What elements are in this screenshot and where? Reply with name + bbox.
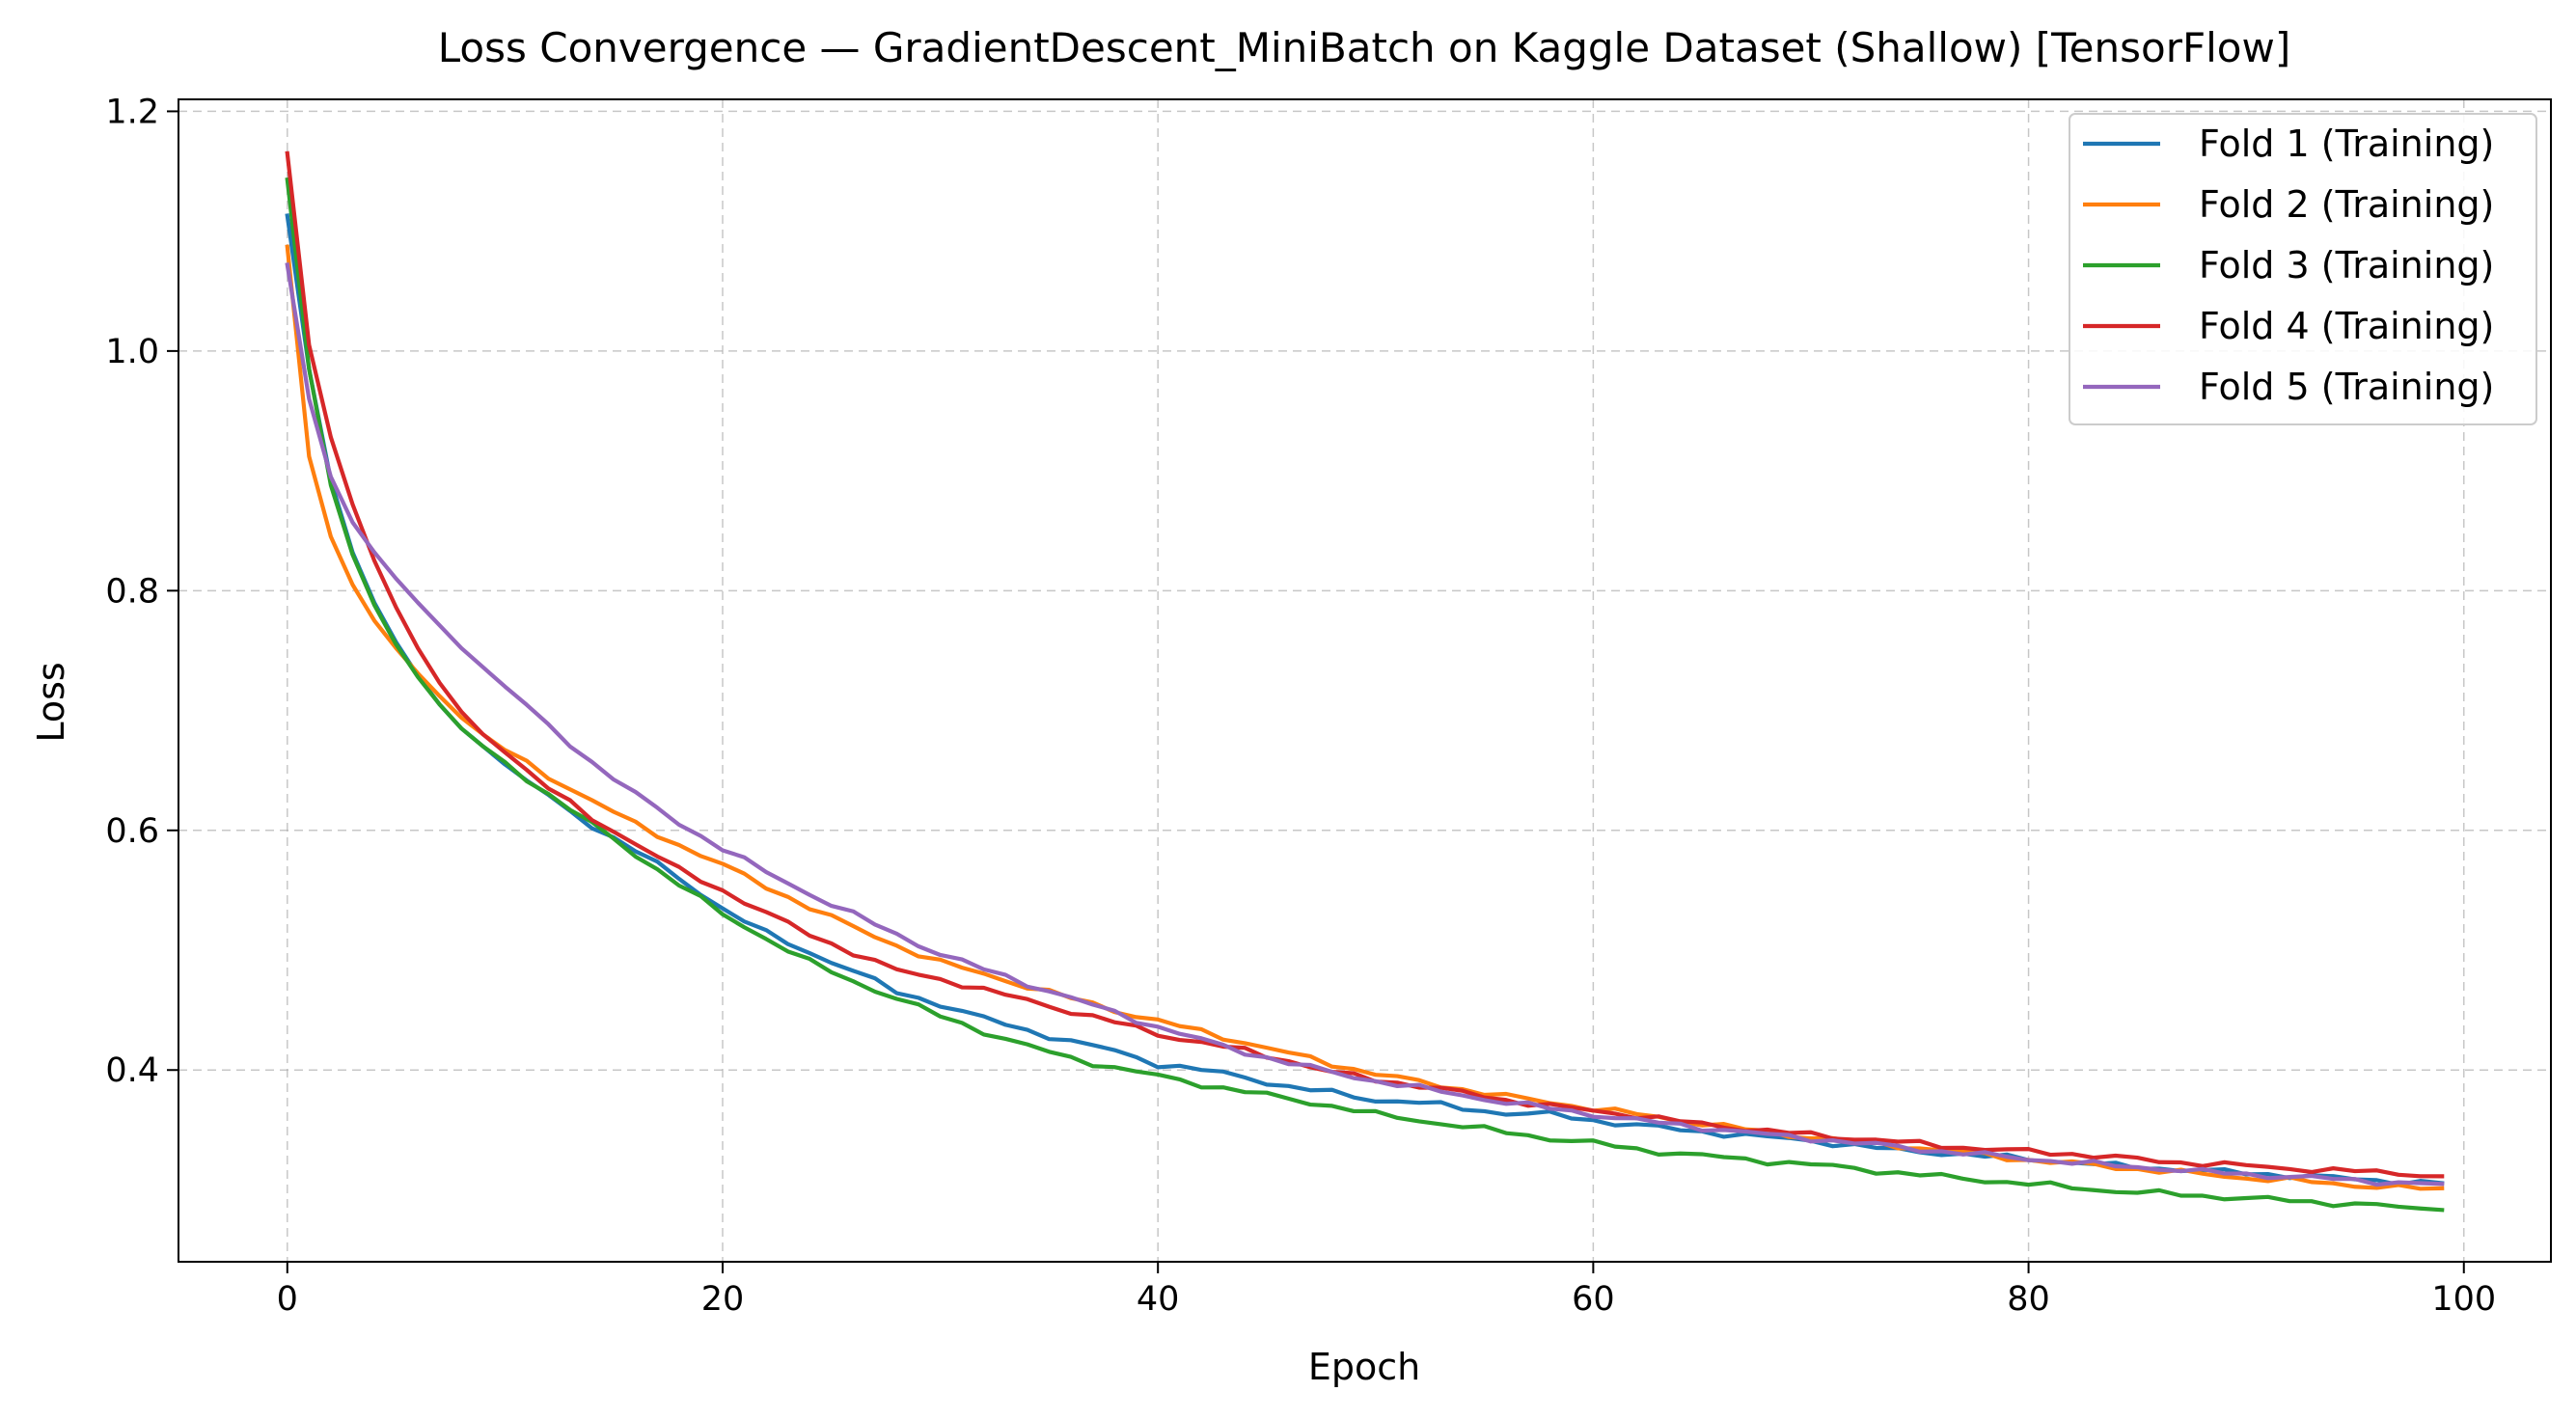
legend-box: [2069, 113, 2537, 425]
series-line-fold-4: [285, 150, 2445, 1179]
x-tick-label: 20: [701, 1280, 745, 1319]
x-tick-label: 40: [1137, 1280, 1180, 1319]
y-tick-label: 1.0: [105, 333, 159, 371]
axis-ticks: 0 20 40 60 80 100 0.4 0.6 0.8 1.0 1.2: [105, 93, 2496, 1319]
y-tick-label: 0.8: [105, 572, 159, 611]
series-lines: [285, 150, 2445, 1213]
x-tick-label: 60: [1572, 1280, 1615, 1319]
legend: Fold 1 (Training) Fold 2 (Training) Fold 3…: [2069, 113, 2537, 425]
grid: [178, 99, 2551, 1262]
legend-label-fold-5: Fold 5 (Training): [2199, 366, 2494, 408]
x-tick-label: 100: [2431, 1280, 2496, 1319]
y-tick-label: 0.4: [105, 1051, 159, 1090]
legend-label-fold-4: Fold 4 (Training): [2199, 305, 2494, 347]
x-axis-label: Epoch: [1308, 1346, 1420, 1388]
legend-label-fold-1: Fold 1 (Training): [2199, 123, 2494, 165]
y-tick-label: 0.6: [105, 812, 159, 851]
legend-label-fold-3: Fold 3 (Training): [2199, 244, 2494, 287]
y-axis-label: Loss: [30, 662, 72, 742]
plot-frame: [178, 98, 2552, 1263]
x-tick-label: 0: [277, 1280, 298, 1319]
legend-label-fold-2: Fold 2 (Training): [2199, 183, 2494, 226]
series-line-fold-3: [285, 177, 2445, 1213]
series-line-fold-5: [285, 262, 2445, 1187]
x-tick-label: 80: [2007, 1280, 2050, 1319]
y-tick-label: 1.2: [105, 93, 159, 131]
chart-title: Loss Convergence — GradientDescent_MiniB…: [438, 24, 2290, 71]
